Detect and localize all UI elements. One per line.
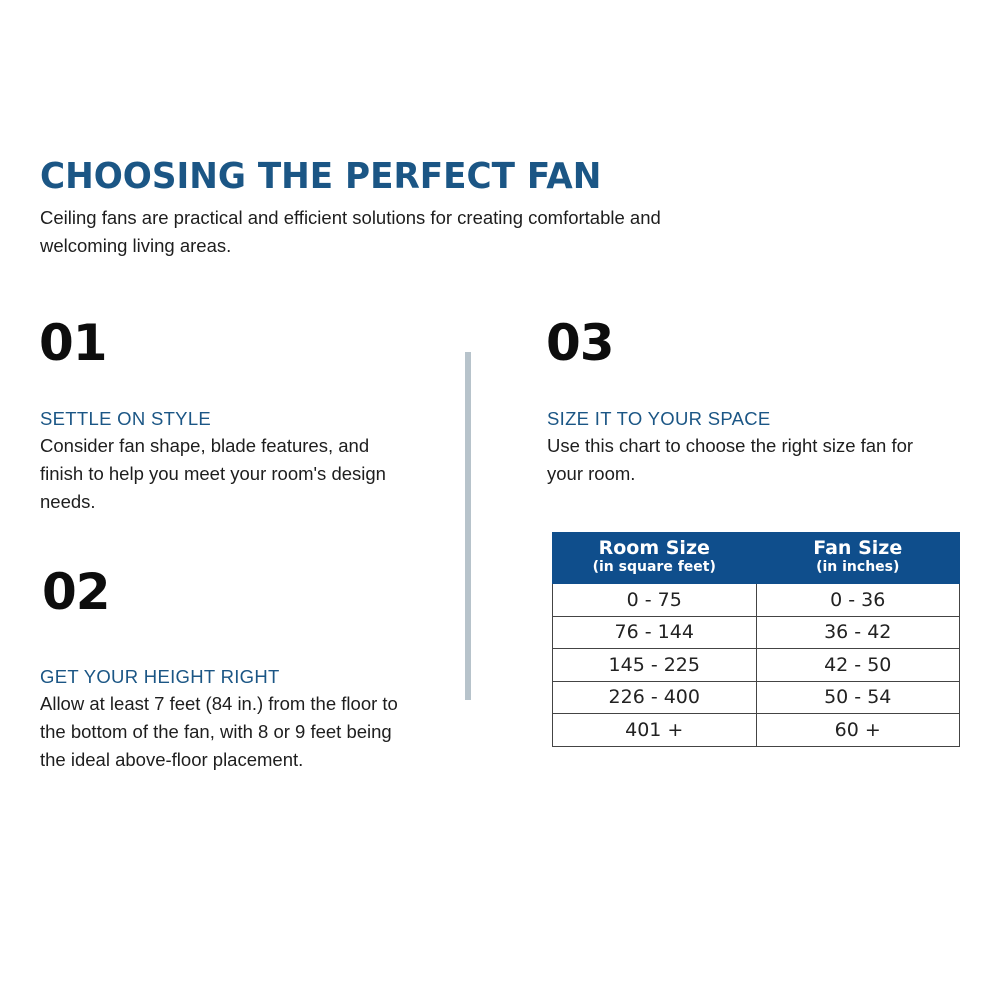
header-sub: (in inches) [816, 559, 900, 575]
step-heading-02: GET YOUR HEIGHT RIGHT [40, 666, 280, 687]
step-heading-03: SIZE IT TO YOUR SPACE [547, 408, 771, 429]
header-sub: (in square feet) [592, 559, 716, 575]
column-divider [465, 352, 471, 700]
fan-size-cell: 50 - 54 [755, 680, 960, 714]
header-main: Room Size [598, 537, 710, 559]
page-title: CHOOSING THE PERFECT FAN [40, 156, 602, 197]
intro-text: Ceiling fans are practical and efficient… [40, 207, 661, 256]
header-room-size: Room Size (in square feet) [552, 532, 757, 584]
room-size-cell: 76 - 144 [552, 615, 757, 649]
step-number-01: 01 [39, 314, 108, 372]
fan-size-cell: 60 + [755, 713, 960, 747]
fan-size-cell: 36 - 42 [755, 615, 960, 649]
step-text-02: Allow at least 7 feet (84 in.) from the … [40, 693, 398, 770]
room-size-cell: 0 - 75 [552, 583, 757, 617]
step-text-01: Consider fan shape, blade features, and … [40, 435, 386, 512]
table-row: 226 - 400 50 - 54 [552, 680, 960, 714]
fan-size-cell: 42 - 50 [755, 648, 960, 682]
table-header-row: Room Size (in square feet) Fan Size (in … [552, 532, 960, 584]
room-size-cell: 401 + [552, 713, 757, 747]
room-size-cell: 226 - 400 [552, 680, 757, 714]
table-row: 145 - 225 42 - 50 [552, 648, 960, 682]
header-fan-size: Fan Size (in inches) [755, 532, 960, 584]
room-size-cell: 145 - 225 [552, 648, 757, 682]
table-row: 401 +60 + [552, 713, 960, 747]
step-text-03: Use this chart to choose the right size … [547, 435, 914, 484]
header-main: Fan Size [813, 537, 903, 559]
step-heading-01: SETTLE ON STYLE [40, 408, 212, 429]
fan-size-table: Room Size (in square feet) Fan Size (in … [552, 532, 960, 747]
step-number-03: 03 [546, 314, 615, 372]
table-row: 76 - 144 36 - 42 [552, 615, 960, 649]
fan-size-cell: 0 - 36 [755, 583, 960, 617]
table-row: 0 - 75 0 - 36 [552, 583, 960, 617]
step-number-02: 02 [42, 563, 111, 621]
